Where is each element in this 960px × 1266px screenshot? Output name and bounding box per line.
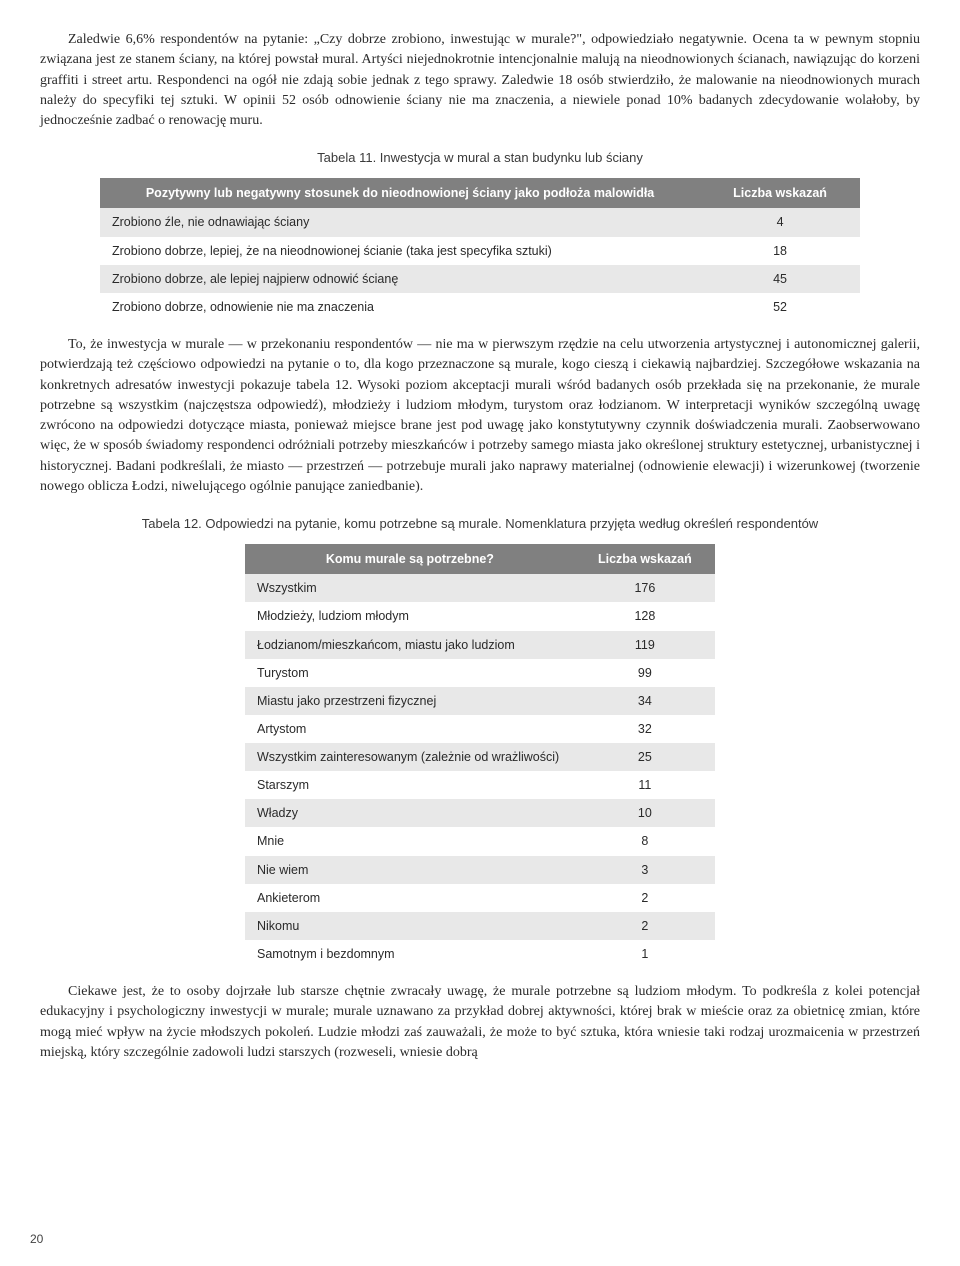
table-12: Komu murale są potrzebne? Liczba wskazań… bbox=[245, 544, 715, 968]
table-row: Wszystkim zainteresowanym (zależnie od w… bbox=[245, 743, 715, 771]
row-value: 11 bbox=[575, 771, 715, 799]
table-11-header-2: Liczba wskazań bbox=[700, 178, 860, 208]
table-12-caption: Tabela 12. Odpowiedzi na pytanie, komu p… bbox=[40, 515, 920, 534]
table-11: Pozytywny lub negatywny stosunek do nieo… bbox=[100, 178, 860, 321]
row-value: 8 bbox=[575, 827, 715, 855]
table-row: Nie wiem3 bbox=[245, 856, 715, 884]
table-row: Młodzieży, ludziom młodym128 bbox=[245, 602, 715, 630]
table-row: Miastu jako przestrzeni fizycznej34 bbox=[245, 687, 715, 715]
row-label: Mnie bbox=[245, 827, 575, 855]
table-row: Artystom32 bbox=[245, 715, 715, 743]
table-row: Zrobiono dobrze, ale lepiej najpierw odn… bbox=[100, 265, 860, 293]
row-label: Wszystkim bbox=[245, 574, 575, 602]
row-label: Zrobiono dobrze, lepiej, że na nieodnowi… bbox=[100, 237, 700, 265]
row-value: 18 bbox=[700, 237, 860, 265]
table-row: Wszystkim176 bbox=[245, 574, 715, 602]
row-label: Zrobiono dobrze, ale lepiej najpierw odn… bbox=[100, 265, 700, 293]
paragraph-1: Zaledwie 6,6% respondentów na pytanie: „… bbox=[40, 30, 920, 131]
row-value: 176 bbox=[575, 574, 715, 602]
table-11-caption: Tabela 11. Inwestycja w mural a stan bud… bbox=[40, 149, 920, 168]
row-label: Miastu jako przestrzeni fizycznej bbox=[245, 687, 575, 715]
row-label: Władzy bbox=[245, 799, 575, 827]
table-row: Władzy10 bbox=[245, 799, 715, 827]
table-row: Nikomu2 bbox=[245, 912, 715, 940]
page-number: 20 bbox=[30, 1231, 43, 1248]
table-row: Zrobiono dobrze, lepiej, że na nieodnowi… bbox=[100, 237, 860, 265]
row-value: 45 bbox=[700, 265, 860, 293]
row-value: 119 bbox=[575, 631, 715, 659]
table-row: Zrobiono dobrze, odnowienie nie ma znacz… bbox=[100, 293, 860, 321]
row-value: 4 bbox=[700, 208, 860, 236]
row-label: Młodzieży, ludziom młodym bbox=[245, 602, 575, 630]
row-value: 52 bbox=[700, 293, 860, 321]
row-label: Zrobiono dobrze, odnowienie nie ma znacz… bbox=[100, 293, 700, 321]
row-label: Turystom bbox=[245, 659, 575, 687]
table-row: Łodzianom/mieszkańcom, miastu jako ludzi… bbox=[245, 631, 715, 659]
row-label: Łodzianom/mieszkańcom, miastu jako ludzi… bbox=[245, 631, 575, 659]
table-row: Starszym11 bbox=[245, 771, 715, 799]
row-label: Ankieterom bbox=[245, 884, 575, 912]
table-12-header-2: Liczba wskazań bbox=[575, 544, 715, 574]
row-label: Samotnym i bezdomnym bbox=[245, 940, 575, 968]
row-value: 3 bbox=[575, 856, 715, 884]
table-row: Turystom99 bbox=[245, 659, 715, 687]
table-row: Mnie8 bbox=[245, 827, 715, 855]
row-label: Zrobiono źle, nie odnawiając ściany bbox=[100, 208, 700, 236]
row-label: Wszystkim zainteresowanym (zależnie od w… bbox=[245, 743, 575, 771]
row-value: 25 bbox=[575, 743, 715, 771]
row-label: Artystom bbox=[245, 715, 575, 743]
table-row: Zrobiono źle, nie odnawiając ściany4 bbox=[100, 208, 860, 236]
table-11-header-1: Pozytywny lub negatywny stosunek do nieo… bbox=[100, 178, 700, 208]
table-12-header-1: Komu murale są potrzebne? bbox=[245, 544, 575, 574]
table-row: Samotnym i bezdomnym1 bbox=[245, 940, 715, 968]
row-label: Nikomu bbox=[245, 912, 575, 940]
row-label: Nie wiem bbox=[245, 856, 575, 884]
row-value: 32 bbox=[575, 715, 715, 743]
paragraph-3: Ciekawe jest, że to osoby dojrzałe lub s… bbox=[40, 982, 920, 1063]
row-label: Starszym bbox=[245, 771, 575, 799]
row-value: 2 bbox=[575, 912, 715, 940]
row-value: 1 bbox=[575, 940, 715, 968]
row-value: 99 bbox=[575, 659, 715, 687]
paragraph-2: To, że inwestycja w murale — w przekonan… bbox=[40, 335, 920, 497]
table-row: Ankieterom2 bbox=[245, 884, 715, 912]
row-value: 128 bbox=[575, 602, 715, 630]
row-value: 2 bbox=[575, 884, 715, 912]
row-value: 34 bbox=[575, 687, 715, 715]
row-value: 10 bbox=[575, 799, 715, 827]
